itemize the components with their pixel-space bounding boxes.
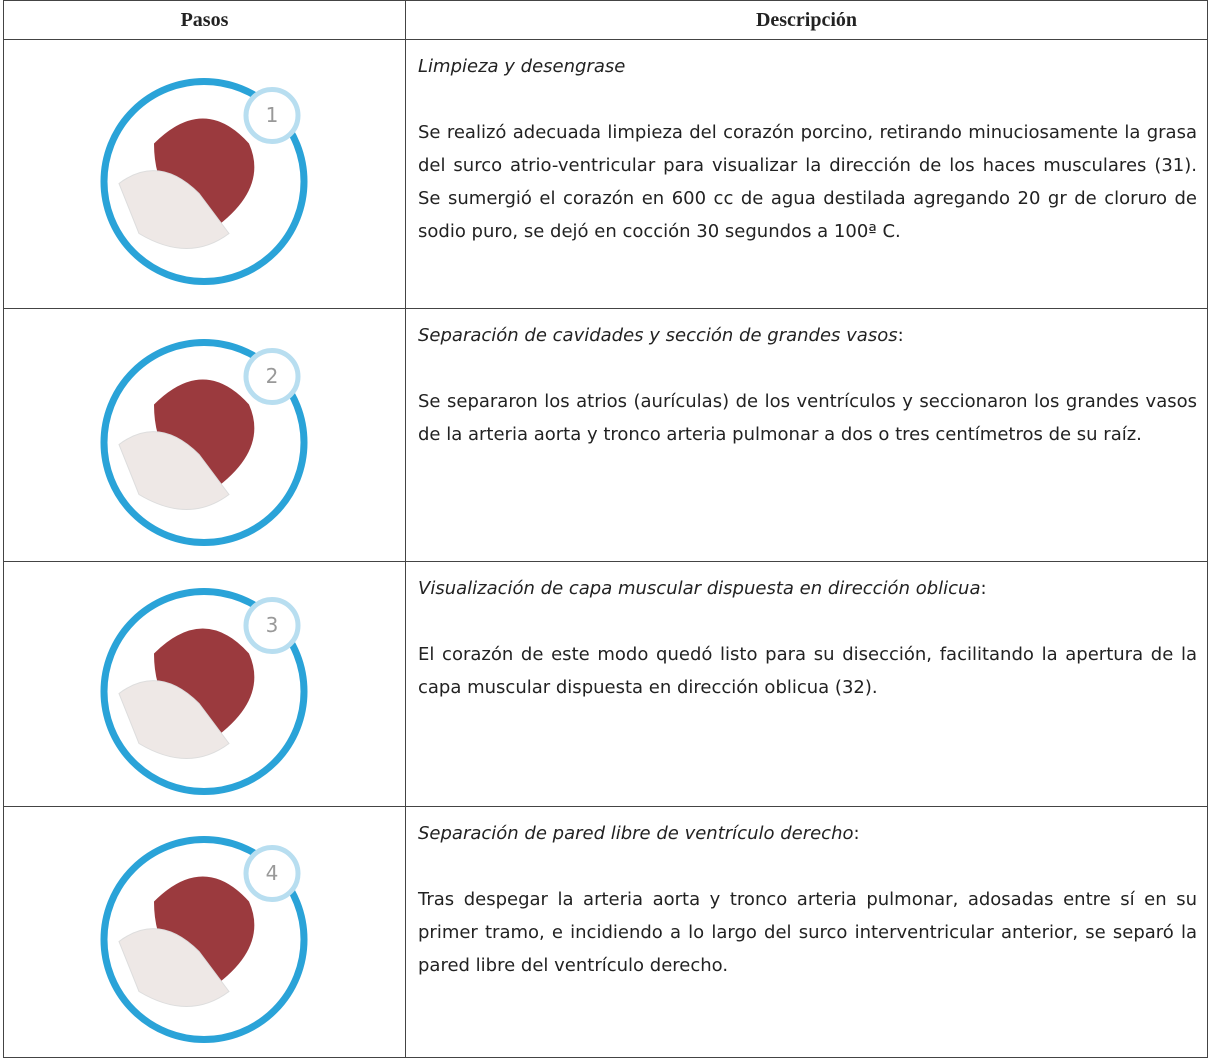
step-row: 4 Separación de pared libre de ventrícul… [3, 806, 1208, 1058]
glove-shape [118, 170, 230, 249]
step-text: Se realizó adecuada limpieza del corazón… [418, 122, 1197, 242]
step-title-line: Separación de cavidades y sección de gra… [418, 319, 1197, 352]
step-title-line: Visualización de capa muscular dispuesta… [418, 572, 1197, 605]
number-circle [243, 348, 301, 405]
number-circle [243, 845, 301, 902]
image-cell: 3 [3, 561, 406, 807]
step-circle [100, 836, 308, 1043]
step-circle [100, 588, 308, 795]
description-cell: Limpieza y desengrase Se realizó adecuad… [405, 39, 1208, 309]
step-number: 1 [266, 103, 279, 127]
glove-shape [118, 680, 230, 759]
step-row: 1 Limpieza y desengrase Se realizó adecu… [3, 39, 1208, 309]
number-circle [243, 597, 301, 654]
step-title: Limpieza y desengrase [418, 56, 626, 77]
step-row: 2 Separación de cavidades y sección de g… [3, 308, 1208, 562]
step-circle [100, 339, 308, 546]
step-title: Separación de pared libre de ventrículo … [418, 823, 854, 844]
header-row: Pasos Descripción [3, 0, 1208, 40]
title-suffix: : [897, 325, 904, 346]
image-cell: 1 [3, 39, 406, 309]
step-illustration: 4 [100, 836, 308, 1043]
step-circle [100, 78, 308, 285]
step-title-line: Separación de pared libre de ventrículo … [418, 817, 1197, 850]
glove-shape [118, 431, 230, 510]
step-title: Separación de cavidades y sección de gra… [418, 325, 898, 346]
step-text: Tras despegar la arteria aorta y tronco … [418, 889, 1197, 976]
step-number: 2 [266, 364, 279, 388]
number-circle [243, 87, 301, 144]
title-suffix: : [980, 578, 987, 599]
step-text: Se separaron los atrios (aurículas) de l… [418, 391, 1197, 445]
description-cell: Visualización de capa muscular dispuesta… [405, 561, 1208, 807]
step-text: El corazón de este modo quedó listo para… [418, 644, 1197, 698]
step-row: 3 Visualización de capa muscular dispues… [3, 561, 1208, 807]
step-title-line: Limpieza y desengrase [418, 50, 1197, 83]
step-number: 4 [266, 861, 279, 885]
step-illustration: 3 [100, 588, 308, 795]
image-cell: 4 [3, 806, 406, 1058]
description-cell: Separación de pared libre de ventrículo … [405, 806, 1208, 1058]
header-cell: Descripción [405, 0, 1208, 40]
step-illustration: 1 [100, 78, 308, 285]
step-number: 3 [266, 613, 279, 637]
steps-table: Pasos Descripción 1 Limpieza y desengras… [3, 0, 1208, 1058]
step-title: Visualización de capa muscular dispuesta… [418, 578, 981, 599]
description-cell: Separación de cavidades y sección de gra… [405, 308, 1208, 562]
step-illustration: 2 [100, 339, 308, 546]
image-cell: 2 [3, 308, 406, 562]
header-cell: Pasos [3, 0, 406, 40]
glove-shape [118, 928, 230, 1007]
title-suffix: : [853, 823, 860, 844]
